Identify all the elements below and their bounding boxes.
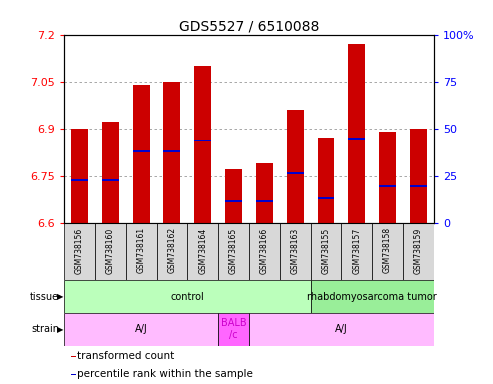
Bar — [157, 223, 187, 280]
Bar — [64, 313, 218, 346]
Bar — [256, 163, 273, 223]
Bar — [287, 110, 304, 223]
Bar — [164, 82, 180, 223]
Bar — [71, 374, 76, 375]
Text: GSM738164: GSM738164 — [198, 227, 207, 273]
Bar — [280, 223, 311, 280]
Bar — [126, 223, 157, 280]
Bar — [95, 223, 126, 280]
Bar — [379, 132, 396, 223]
Text: GSM738163: GSM738163 — [291, 227, 300, 273]
Text: transformed count: transformed count — [77, 351, 175, 361]
Title: GDS5527 / 6510088: GDS5527 / 6510088 — [179, 20, 319, 33]
Text: strain: strain — [31, 324, 59, 334]
Bar — [256, 200, 273, 202]
Bar — [71, 179, 88, 181]
Text: GSM738166: GSM738166 — [260, 227, 269, 273]
Bar — [64, 280, 311, 313]
Bar — [410, 129, 427, 223]
Text: GSM738156: GSM738156 — [75, 227, 84, 273]
Bar — [311, 280, 434, 313]
Text: GSM738161: GSM738161 — [137, 227, 145, 273]
Bar — [287, 172, 304, 174]
Bar — [372, 223, 403, 280]
Bar — [194, 140, 211, 141]
Bar — [341, 223, 372, 280]
Bar — [249, 223, 280, 280]
Bar — [311, 223, 341, 280]
Bar — [410, 185, 427, 187]
Bar — [349, 138, 365, 140]
Text: GSM738165: GSM738165 — [229, 227, 238, 273]
Text: GSM738158: GSM738158 — [383, 227, 392, 273]
Bar — [71, 356, 76, 357]
Bar — [194, 66, 211, 223]
Text: percentile rank within the sample: percentile rank within the sample — [77, 369, 253, 379]
Text: A/J: A/J — [135, 324, 147, 334]
Bar — [164, 150, 180, 152]
Text: GSM738159: GSM738159 — [414, 227, 423, 273]
Bar — [349, 44, 365, 223]
Bar — [403, 223, 434, 280]
Bar — [249, 313, 434, 346]
Text: GSM738160: GSM738160 — [106, 227, 115, 273]
Bar — [379, 185, 396, 187]
Text: GSM738155: GSM738155 — [321, 227, 330, 273]
Bar — [102, 122, 119, 223]
Bar — [133, 85, 149, 223]
Text: GSM738157: GSM738157 — [352, 227, 361, 273]
Text: ▶: ▶ — [57, 325, 63, 334]
Bar — [317, 197, 334, 199]
Bar — [225, 200, 242, 202]
Text: A/J: A/J — [335, 324, 348, 334]
Text: ▶: ▶ — [57, 292, 63, 301]
Text: GSM738162: GSM738162 — [168, 227, 176, 273]
Bar — [102, 179, 119, 181]
Bar — [187, 223, 218, 280]
Bar — [225, 169, 242, 223]
Bar — [218, 313, 249, 346]
Text: BALB
/c: BALB /c — [221, 318, 246, 340]
Bar — [317, 138, 334, 223]
Text: rhabdomyosarcoma tumor: rhabdomyosarcoma tumor — [307, 291, 437, 302]
Text: control: control — [171, 291, 204, 302]
Text: tissue: tissue — [30, 291, 59, 302]
Bar — [133, 150, 149, 152]
Bar — [64, 223, 95, 280]
Bar — [218, 223, 249, 280]
Bar — [71, 129, 88, 223]
